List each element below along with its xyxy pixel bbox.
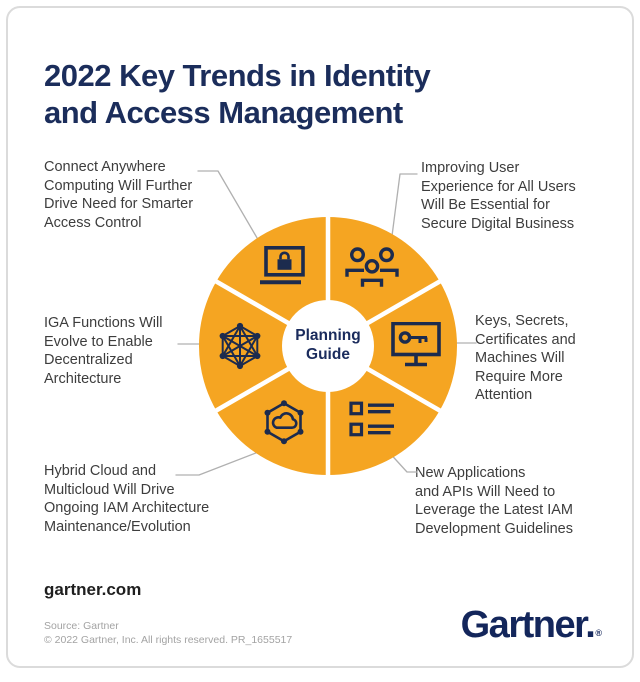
callout-keys-secrets: Keys, Secrets, Certificates and Machines… (475, 312, 625, 405)
wheel-center-label: Planning Guide (268, 327, 388, 364)
callout-iga-functions: IGA Functions Will Evolve to Enable Dece… (44, 314, 214, 388)
registered-trademark-icon: ® (595, 628, 602, 638)
gartner-logo-text: Gartner. (461, 604, 595, 646)
footer-source: Source: Gartner (44, 620, 119, 632)
gartner-logo: Gartner.® (461, 604, 602, 647)
gartner-website-link[interactable]: gartner.com (44, 580, 141, 600)
page-title: 2022 Key Trends in Identity and Access M… (44, 57, 604, 131)
infographic-card: 2022 Key Trends in Identity and Access M… (6, 6, 634, 668)
footer-copyright: © 2022 Gartner, Inc. All rights reserved… (44, 634, 292, 646)
